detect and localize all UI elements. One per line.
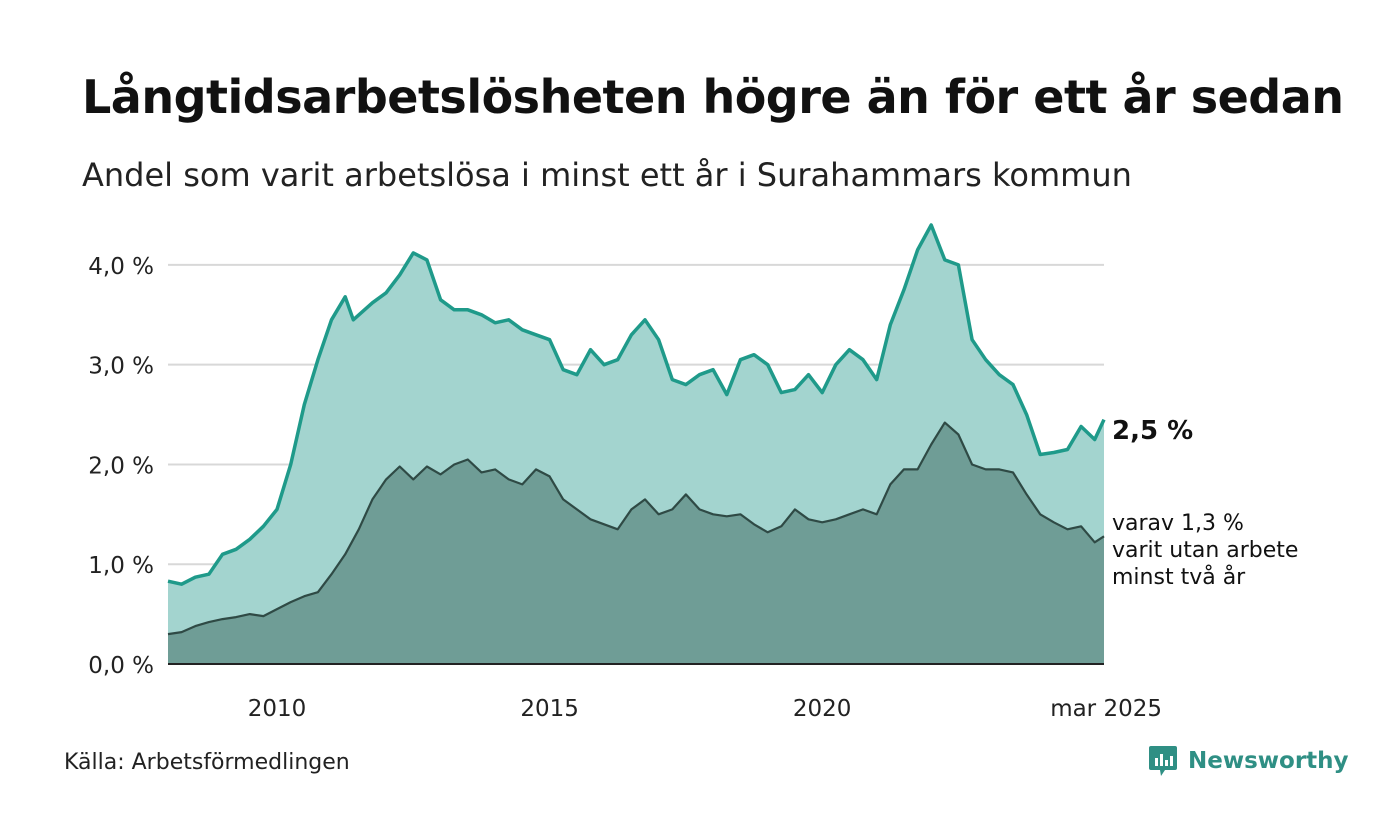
y-tick-label: 4,0 % xyxy=(88,254,154,280)
x-tick-label: mar 2025 xyxy=(1050,696,1162,722)
series-line-total xyxy=(167,223,1106,586)
y-tick-label: 1,0 % xyxy=(88,553,154,579)
x-tick-label: 2015 xyxy=(520,696,579,722)
axes: 0,0 % 1,0 % 2,0 % 3,0 % 4,0 % 2010 2015 2020 mar… xyxy=(88,254,1162,722)
data-areas xyxy=(167,223,1106,664)
end-label-long-line: varit utan arbete xyxy=(1112,538,1298,563)
end-label-long-line: varav 1,3 % xyxy=(1112,511,1244,536)
end-label-long-line: minst två år xyxy=(1112,564,1246,590)
y-tick-label: 2,0 % xyxy=(88,453,154,479)
x-tick-label: 2010 xyxy=(248,696,307,722)
chart-area: 0,0 % 1,0 % 2,0 % 3,0 % 4,0 % 2010 2015 2020 mar… xyxy=(88,223,1298,722)
newsworthy-logo-icon xyxy=(1149,746,1177,776)
chart-title: Långtidsarbetslösheten högre än för ett … xyxy=(82,70,1344,124)
brand-name: Newsworthy xyxy=(1188,748,1349,774)
source-note: Källa: Arbetsförmedlingen xyxy=(64,750,350,775)
chart-subtitle: Andel som varit arbetslösa i minst ett å… xyxy=(82,156,1132,194)
x-tick-label: 2020 xyxy=(793,696,852,722)
series-area-long xyxy=(168,422,1104,664)
y-tick-label: 0,0 % xyxy=(88,653,154,679)
brand[interactable]: Newsworthy xyxy=(1148,744,1349,778)
y-tick-label: 3,0 % xyxy=(88,354,154,380)
end-label-total: 2,5 % xyxy=(1112,416,1193,446)
series-line-long xyxy=(167,421,1105,636)
